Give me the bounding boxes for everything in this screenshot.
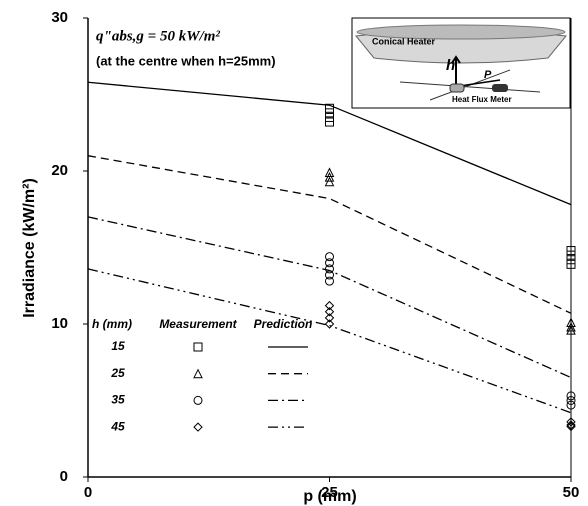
chart: Irradiance (kW/m²) p (mm) q"abs,g = 50 k… [0, 0, 588, 506]
legend-label: 15 [111, 339, 125, 353]
marker [326, 109, 334, 117]
marker [326, 118, 334, 126]
prediction-line [88, 217, 571, 378]
inset-label: P [484, 69, 492, 81]
inset-label: h [446, 57, 455, 74]
y-tick-label: 30 [51, 9, 68, 26]
legend-header: h (mm) [92, 317, 132, 331]
sensor [450, 84, 464, 92]
legend-header: Prediction [254, 317, 313, 331]
y-tick-label: 20 [51, 162, 68, 179]
y-tick-label: 10 [51, 315, 68, 332]
y-axis-title: Irradiance (kW/m²) [21, 178, 38, 318]
prediction-line [88, 156, 571, 314]
annotation: (at the centre when h=25mm) [96, 53, 276, 68]
legend-marker [194, 370, 202, 378]
legend-label: 25 [110, 366, 125, 380]
marker [326, 113, 334, 121]
legend-header: Measurement [159, 317, 237, 331]
legend-label: 45 [110, 419, 125, 433]
x-tick-label: 0 [84, 484, 92, 501]
legend-marker [194, 343, 202, 351]
annotation: q"abs,g = 50 kW/m² [96, 28, 220, 44]
sensor [492, 84, 508, 92]
y-tick-label: 0 [60, 468, 68, 485]
marker [326, 277, 334, 285]
x-tick-label: 50 [563, 484, 580, 501]
inset-label: Heat Flux Meter [452, 95, 512, 104]
inset-label: Conical Heater [372, 36, 436, 46]
prediction-line [88, 269, 571, 413]
legend-label: 35 [111, 393, 125, 407]
legend-marker [194, 423, 202, 431]
x-tick-label: 25 [321, 484, 338, 501]
legend-marker [194, 396, 202, 404]
